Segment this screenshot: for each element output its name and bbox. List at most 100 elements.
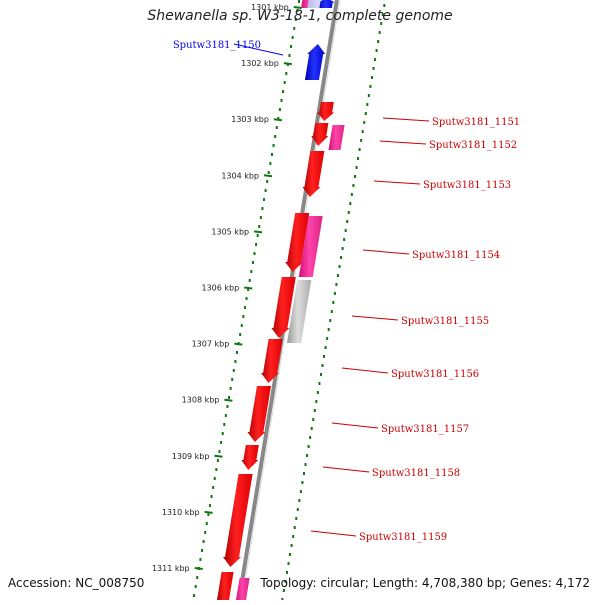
scale-dot: [194, 585, 197, 588]
scale-dot: [201, 549, 204, 552]
gene-label-sputw3181_1151[interactable]: Sputw3181_1151: [432, 117, 520, 128]
gene-arrow-top-light[interactable]: [307, 0, 321, 8]
scale-dot-inner: [380, 22, 383, 25]
gene-arrow-sputw3181-1158[interactable]: [241, 445, 259, 470]
scale-dot: [224, 414, 227, 417]
scale-dot-inner: [375, 49, 378, 52]
scale-tick: [253, 230, 263, 234]
scale-dot-inner: [324, 346, 327, 349]
scale-dot: [282, 90, 285, 93]
gene-arrow-bottom-pink[interactable]: [235, 578, 250, 602]
scale-dot-inner: [367, 94, 370, 97]
label-leader-line: [351, 315, 399, 321]
scale-dot-inner: [349, 202, 352, 205]
scale-tick-label: 1301 kbp: [251, 3, 289, 12]
gene-arrow-sputw3181-1151[interactable]: [317, 102, 335, 121]
scale-dot: [204, 531, 207, 534]
scale-dot: [293, 27, 296, 30]
label-leader-line: [310, 530, 357, 537]
scale-dot: [231, 378, 234, 381]
scale-dot-inner: [327, 328, 330, 331]
scale-dot-inner: [296, 508, 299, 511]
scale-dot: [256, 234, 259, 237]
gene-arrow-sputw3181-1150[interactable]: [304, 44, 326, 80]
label-leader-line: [322, 466, 370, 473]
scale-dot-inner: [378, 31, 381, 34]
gene-label-sputw3181_1154[interactable]: Sputw3181_1154: [412, 250, 500, 261]
scale-tick-label: 1308 kbp: [182, 396, 220, 405]
gene-arrow-sputw3181-1155-b[interactable]: [286, 280, 312, 343]
label-leader-line: [362, 249, 410, 255]
scale-tick-label: 1305 kbp: [211, 227, 249, 236]
scale-dot: [235, 351, 238, 354]
scale-dot: [275, 126, 278, 129]
scale-dot: [277, 117, 280, 120]
gene-arrow-sputw3181-1152[interactable]: [311, 123, 329, 146]
gene-label-sputw3181_1155[interactable]: Sputw3181_1155: [401, 316, 489, 327]
scale-tick: [214, 454, 223, 458]
scale-dot: [266, 180, 269, 183]
backbone: [237, 0, 386, 601]
scale-tick: [263, 174, 273, 178]
gene-arrow-sputw3181-1154-b[interactable]: [298, 216, 323, 277]
scale-dot: [234, 360, 237, 363]
scale-dot: [240, 324, 243, 327]
scale-dot: [285, 72, 288, 75]
scale-dot: [294, 18, 297, 21]
scale-dot: [247, 288, 250, 291]
scale-dot: [255, 243, 258, 246]
gene-arrow-bottom-red[interactable]: [216, 572, 234, 602]
scale-tick: [273, 118, 283, 122]
scale-dot-inner: [309, 436, 312, 439]
label-leader-line: [233, 43, 284, 56]
scale-tick-label: 1302 kbp: [241, 59, 279, 68]
scale-dot: [251, 261, 254, 264]
scale-dot-inner: [383, 4, 386, 7]
gene-arrow-sputw3181-1155[interactable]: [271, 277, 296, 338]
scale-dot: [239, 333, 242, 336]
scale-tick: [204, 510, 213, 514]
scale-dot-inner: [304, 463, 307, 466]
gene-label-sputw3181_1150[interactable]: Sputw3181_1150: [173, 40, 261, 51]
scale-dot-inner: [295, 517, 298, 520]
scale-dot-inner: [290, 544, 293, 547]
scale-dot-inner: [369, 85, 372, 88]
scale-dot-inner: [374, 58, 377, 61]
scale-dot-inner: [321, 364, 324, 367]
scale-dot-inner: [338, 265, 341, 268]
gene-arrow-top-blue[interactable]: [317, 0, 335, 8]
scale-dot-inner: [360, 139, 363, 142]
scale-dot-inner: [315, 400, 318, 403]
gene-arrow-sputw3181-1157[interactable]: [247, 386, 271, 442]
scale-dot: [213, 477, 216, 480]
scale-dot-inner: [336, 274, 339, 277]
scale-dot-inner: [361, 130, 364, 133]
scale-dot: [296, 9, 299, 12]
gene-label-sputw3181_1153[interactable]: Sputw3181_1153: [423, 180, 511, 191]
scale-dot: [274, 135, 277, 138]
gene-arrow-sputw3181-1153[interactable]: [302, 151, 325, 197]
scale-dot: [248, 279, 251, 282]
gene-arrow-sputw3181-1152-b[interactable]: [328, 125, 345, 150]
scale-dot: [232, 369, 235, 372]
scale-dot: [226, 405, 229, 408]
gene-label-sputw3181_1157[interactable]: Sputw3181_1157: [381, 424, 469, 435]
gene-label-sputw3181_1152[interactable]: Sputw3181_1152: [429, 140, 517, 151]
scale-dot-inner: [312, 418, 315, 421]
scale-dot: [269, 162, 272, 165]
scale-ruler: 1301 kbp 1302 kbp 1303 kbp 1304 kbp 1305 kbp…: [152, 0, 302, 597]
scale-dot: [215, 468, 218, 471]
scale-dot-inner: [292, 535, 295, 538]
scale-dot: [245, 297, 248, 300]
gene-arrow-sputw3181-1159[interactable]: [223, 474, 253, 567]
gene-arrow-sputw3181-1156[interactable]: [261, 339, 283, 383]
scale-dot-inner: [350, 193, 353, 196]
scale-dot: [288, 54, 291, 57]
gene-label-sputw3181_1158[interactable]: Sputw3181_1158: [372, 468, 460, 479]
gene-label-sputw3181_1156[interactable]: Sputw3181_1156: [391, 369, 479, 380]
gene-labels: Sputw3181_1150 Sputw3181_1151 Sputw3181_11…: [173, 40, 520, 543]
gene-arrow-sputw3181-1154[interactable]: [285, 213, 310, 272]
scale-dot-inner: [313, 409, 316, 412]
gene-label-sputw3181_1159[interactable]: Sputw3181_1159: [359, 532, 447, 543]
scale-dot: [250, 270, 253, 273]
